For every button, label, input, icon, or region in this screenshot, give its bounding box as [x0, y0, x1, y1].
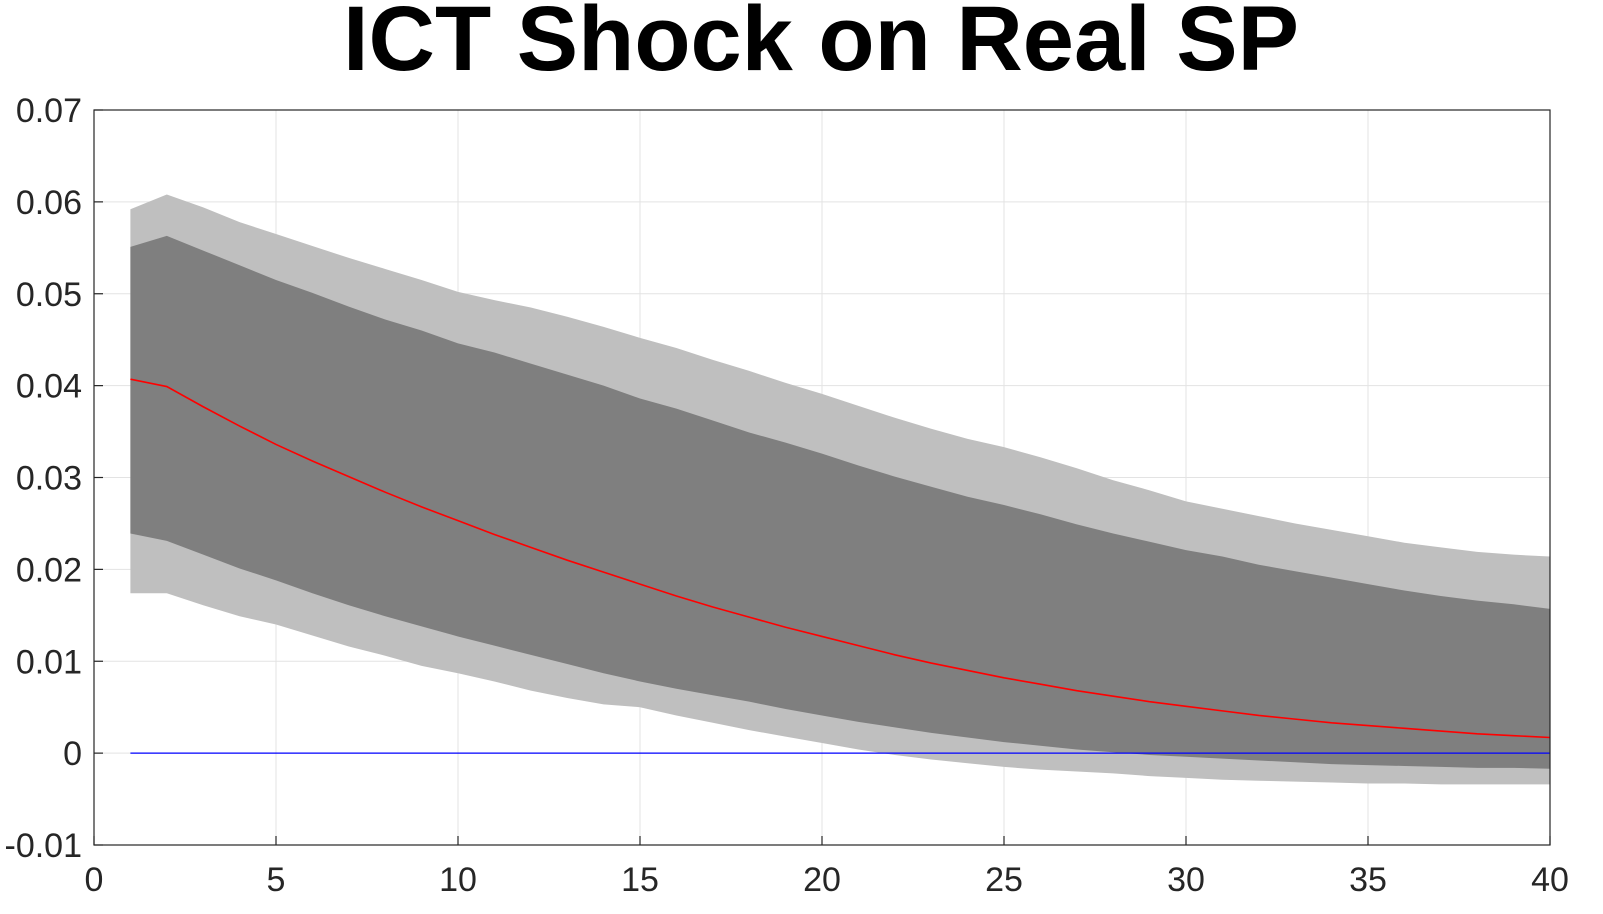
y-tick-label: 0.02 — [16, 551, 82, 589]
x-tick-label: 35 — [1349, 861, 1387, 899]
inner-confidence-band — [130, 235, 1550, 769]
y-axis-ticks: -0.01 0 0.01 0.02 0.03 0.04 0.05 0.06 0.07 — [5, 92, 103, 865]
y-tick-label: 0.01 — [16, 643, 82, 681]
x-axis-ticks: 0 5 10 15 20 25 30 35 40 — [85, 836, 1569, 899]
x-tick-label: 5 — [267, 861, 286, 899]
y-tick-label: 0 — [63, 735, 82, 773]
chart-title: ICT Shock on Real SP — [343, 0, 1299, 90]
y-tick-label: 0.04 — [16, 368, 82, 406]
confidence-bands — [130, 194, 1550, 785]
series-lines — [130, 378, 1551, 754]
y-tick-label: 0.03 — [16, 460, 82, 498]
y-tick-label: 0.06 — [16, 184, 82, 222]
y-tick-label: -0.01 — [5, 827, 83, 865]
x-tick-label: 10 — [439, 861, 477, 899]
y-tick-label: 0.07 — [16, 92, 82, 130]
median-response-line — [130, 378, 1551, 739]
x-tick-label: 40 — [1531, 861, 1569, 899]
y-tick-label: 0.05 — [16, 276, 82, 314]
x-tick-label: 30 — [1167, 861, 1205, 899]
x-tick-label: 0 — [85, 861, 104, 899]
x-tick-label: 25 — [985, 861, 1023, 899]
x-tick-label: 15 — [621, 861, 659, 899]
x-tick-label: 20 — [803, 861, 841, 899]
